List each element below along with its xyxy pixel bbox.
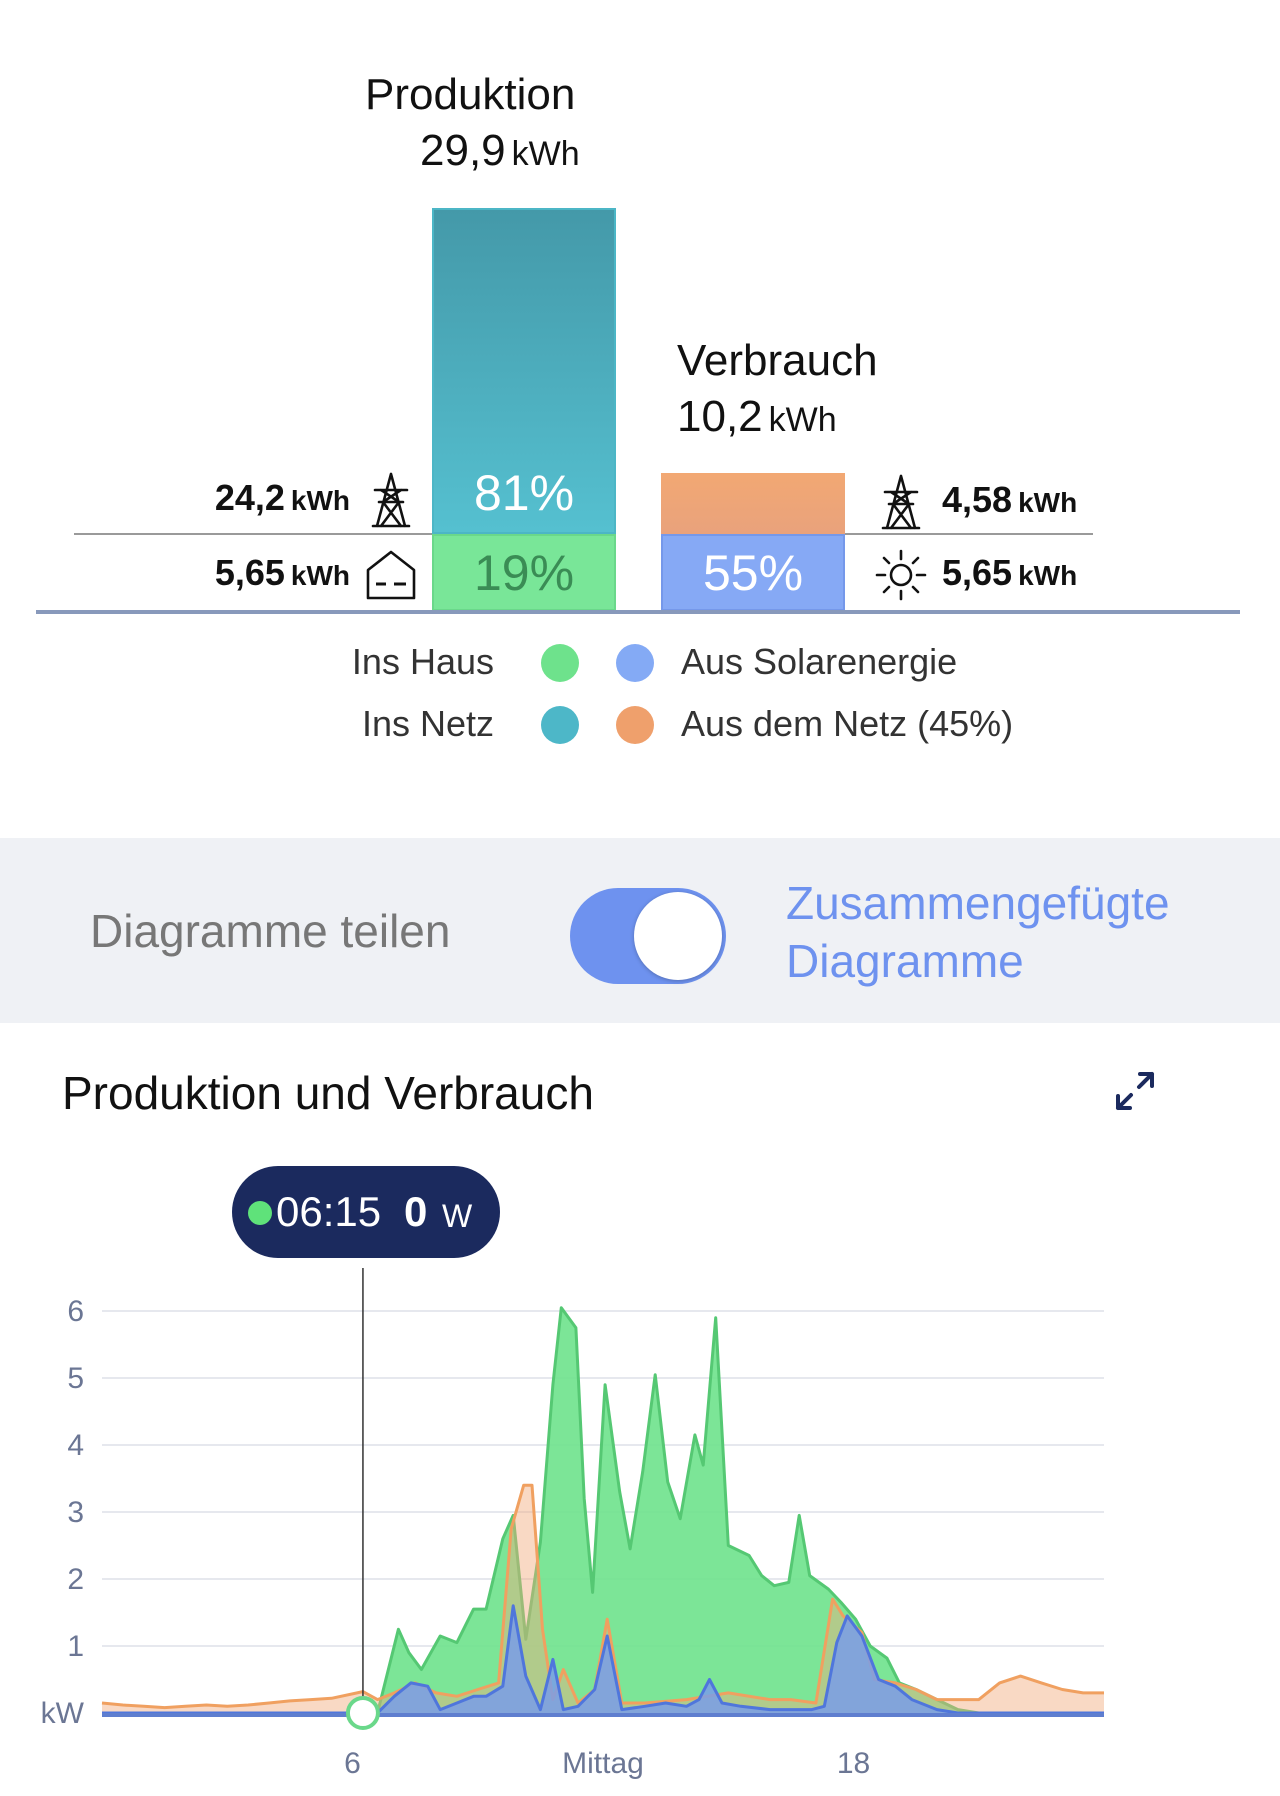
legend-dot-orange — [616, 706, 654, 744]
to-home-number: 5,65 — [214, 552, 285, 593]
toggle-knob — [634, 892, 722, 980]
y-tick-label: 5 — [67, 1362, 84, 1395]
to-grid-unit: kWh — [290, 485, 350, 516]
series-production-line — [102, 1306, 980, 1715]
to-home-unit: kWh — [290, 560, 350, 591]
to-grid-value: 24,2 kWh — [215, 477, 350, 519]
y-axis-label: kW — [41, 1697, 85, 1730]
consumption-total: 10,2 kWh — [677, 392, 837, 442]
split-charts-label[interactable]: Diagramme teilen — [90, 905, 451, 957]
x-tick-label: Mittag — [562, 1747, 644, 1780]
production-value: 29,9 — [420, 126, 506, 175]
consumption-from-solar-percent: 55% — [702, 545, 804, 601]
legend-ins-haus: Ins Haus — [351, 641, 494, 682]
legend-aus-solarenergie: Aus Solarenergie — [681, 641, 958, 682]
x-tick-label: 6 — [344, 1747, 361, 1780]
legend-aus-dem-netz: Aus dem Netz (45%) — [681, 703, 1014, 744]
y-tick-label: 3 — [67, 1496, 84, 1529]
expand-arrows-icon[interactable] — [1110, 1066, 1160, 1116]
from-solar-unit: kWh — [1018, 560, 1078, 591]
house-icon — [366, 550, 416, 600]
merged-charts-label[interactable]: Zusammengefügte Diagramme — [786, 874, 1170, 990]
production-consumption-chart[interactable]: 1 2 3 4 5 6 kW 6 Mittag 18 — [0, 1120, 1280, 1796]
series-production-area — [102, 1307, 979, 1713]
tooltip-time: 06:15 — [276, 1188, 382, 1235]
from-grid-number: 4,58 — [942, 479, 1013, 520]
from-solar-value: 5,65 kWh — [942, 552, 1077, 594]
series-solar-consumption-line — [102, 1604, 1104, 1715]
tooltip-value: 0 — [404, 1188, 428, 1235]
merged-charts-line2: Diagramme — [786, 935, 1024, 987]
production-total: 29,9 kWh — [420, 126, 580, 176]
y-tick-label: 1 — [67, 1630, 84, 1663]
chart-mode-toggle[interactable] — [570, 888, 726, 984]
power-pylon-icon — [881, 474, 921, 530]
from-solar-number: 5,65 — [942, 552, 1013, 593]
y-tick-label: 2 — [67, 1563, 84, 1596]
cursor-marker — [345, 1696, 380, 1730]
consumption-bar-from-grid — [661, 473, 845, 534]
merged-charts-line1: Zusammengefügte — [786, 877, 1170, 929]
production-title: Produktion — [365, 70, 576, 119]
series-grid-consumption-line — [101, 1483, 1104, 1710]
consumption-bar-from-solar: 55% — [661, 534, 845, 611]
consumption-value: 10,2 — [677, 392, 763, 441]
from-grid-unit: kWh — [1018, 487, 1078, 518]
to-home-value: 5,65 kWh — [215, 552, 350, 594]
power-pylon-icon — [371, 472, 411, 528]
legend-dot-blue — [616, 644, 654, 682]
chart-title: Produktion und Verbrauch — [62, 1067, 594, 1119]
baseline — [36, 610, 1240, 614]
consumption-unit: kWh — [768, 401, 837, 439]
divider-right — [845, 533, 1093, 535]
x-tick-label: 18 — [837, 1747, 870, 1780]
tooltip-dot — [248, 1201, 272, 1225]
tooltip-unit: W — [442, 1198, 473, 1234]
legend-ins-netz: Ins Netz — [361, 703, 494, 744]
chart-tooltip: 06:15 0 W — [232, 1166, 500, 1258]
y-tick-label: 6 — [67, 1295, 84, 1328]
sun-icon — [875, 549, 927, 601]
consumption-title: Verbrauch — [677, 336, 878, 385]
production-unit: kWh — [511, 135, 580, 173]
production-bar-to-grid: 81% — [432, 208, 616, 534]
from-grid-value: 4,58 kWh — [942, 479, 1077, 521]
legend-dot-teal — [541, 706, 579, 744]
divider-left — [74, 533, 432, 535]
production-bar-to-home: 19% — [432, 534, 616, 611]
to-grid-number: 24,2 — [214, 477, 285, 518]
y-tick-label: 4 — [67, 1429, 84, 1462]
production-to-grid-percent: 81% — [473, 465, 575, 521]
legend-dot-green — [541, 644, 579, 682]
production-to-home-percent: 19% — [473, 545, 575, 601]
